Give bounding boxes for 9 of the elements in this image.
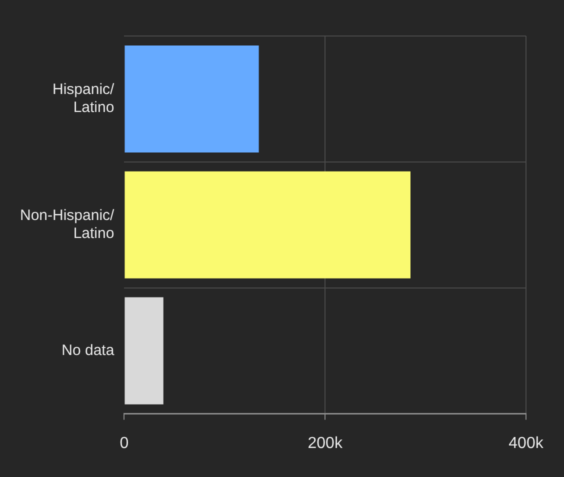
bar (124, 297, 164, 404)
bar (124, 45, 259, 152)
bar (124, 171, 410, 278)
y-tick-label: Non-Hispanic/Latino (20, 207, 116, 242)
y-tick-label: Hispanic/Latino (52, 81, 116, 116)
x-tick-label: 0 (120, 434, 129, 452)
y-tick-label: No data (62, 342, 115, 359)
x-tick-label: 200k (308, 434, 344, 452)
x-tick-label: 400k (508, 434, 544, 452)
